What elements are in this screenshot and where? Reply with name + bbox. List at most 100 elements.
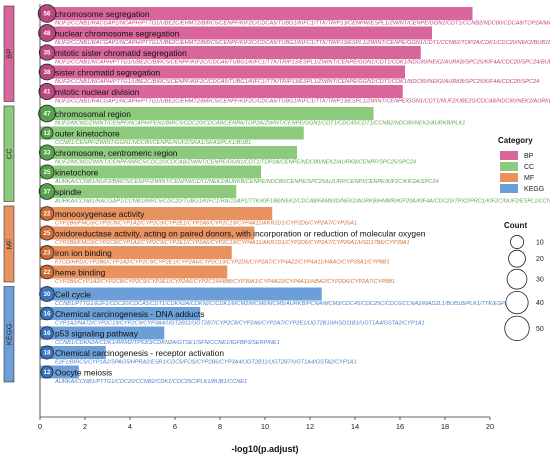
x-tick-label: 4 (128, 422, 132, 431)
count-label: 18 (44, 350, 51, 357)
x-tick-label: 8 (218, 422, 222, 431)
term-label: Cell cycle (55, 290, 91, 300)
bar (40, 207, 273, 220)
gene-list: CYP2B6/CYP1A2/CYP2C8/CYP2C9/CYP2E1/CYP2A… (55, 279, 395, 285)
bar (40, 146, 297, 159)
count-circle (38, 144, 56, 161)
count-label: 25 (44, 169, 51, 176)
gene-list: CYP2B6/FMO3/CYP2C8/CYP1A2/CYP2C9/CYP2E1/… (55, 240, 410, 246)
legend-swatch (500, 162, 518, 171)
legend-count-label: 30 (536, 277, 544, 284)
bar (40, 326, 165, 340)
gene-list: NUF2/CCNB1/RACGAP1/NCAPH/PTTG1/UBE2C/EHM… (55, 21, 550, 27)
bar (40, 287, 322, 301)
count-label: 41 (44, 89, 51, 96)
count-label: 12 (44, 369, 51, 376)
term-label: mitotic nuclear division (55, 87, 140, 97)
bar (40, 46, 421, 59)
legend-swatch (500, 173, 518, 182)
facet-strip (3, 5, 15, 102)
legend-count-label: 10 (536, 240, 544, 247)
count-circle (38, 24, 56, 42)
count-circle (40, 126, 54, 140)
x-tick-label: 14 (351, 422, 359, 431)
count-label: 16 (44, 330, 51, 337)
bar (40, 65, 405, 79)
facet-label: MF (5, 238, 14, 249)
term-label: spindle (55, 187, 82, 197)
count-circle (38, 83, 56, 100)
facet-strip (3, 105, 15, 202)
gene-list: CCNB1/CENPF/ZWINT/GGN1/NDC80/CENPE/NUF2/… (55, 140, 251, 146)
gene-list: CCNB1/CDKN2A/CDK1/RRM2/TP53I3/CDKN2A/GTS… (55, 340, 280, 346)
count-label: 37 (44, 189, 51, 196)
term-label: Oocyte meiosis (55, 368, 112, 378)
facet-label: KEGG (5, 323, 14, 345)
legend-category-label: MF (524, 175, 534, 182)
gene-list: NUF2/MCM2/ZWINT/CENPF/BIRC5/CDC20/CDCA8/… (55, 160, 416, 166)
term-label: heme binding (55, 268, 106, 278)
facet-strip (3, 205, 15, 283)
term-label: kinetochore (55, 168, 99, 178)
term-label: p53 signaling pathway (55, 329, 139, 339)
gene-list: AURKA/CCNB1/NUF2/BIRC5/CENPF/ZWINT/CENPW… (54, 179, 439, 185)
count-label: 35 (44, 50, 51, 57)
gene-list: NUF2/CCNB1/NCAPH/PTTG1/UBE2C/BIRC5/CENPF… (55, 79, 539, 85)
bar (40, 265, 228, 279)
legend-count-circle (506, 268, 528, 290)
bar (40, 165, 261, 179)
x-tick-label: 2 (83, 422, 87, 431)
count-circle (39, 286, 55, 302)
gene-list: NUF2/CCNB1/NCAPH/PTTG1/UBE2C/BIRC5/CENPF… (55, 60, 550, 66)
count-circle (38, 183, 56, 200)
count-circle (40, 326, 54, 340)
legend-count-label: 50 (536, 326, 544, 333)
term-label: chromosome segregation (55, 9, 150, 19)
legend-category-label: BP (524, 153, 534, 160)
count-circle (40, 345, 54, 360)
bar (40, 7, 473, 20)
term-label: sister chromatid segregation (55, 68, 161, 78)
count-circle (37, 4, 57, 23)
term-label: chromosome, centromeric region (55, 148, 178, 158)
bar (40, 185, 237, 198)
gene-list: CYP1A2/NAT2/CYP2C19/CYP2C9/CYP3A4/UGT2B1… (55, 321, 425, 327)
x-tick-label: 0 (38, 422, 42, 431)
term-label: Chemical carcinogenesis - DNA adducts (55, 309, 204, 319)
count-label: 23 (44, 250, 51, 257)
gene-list: E2F1/BIRC5/CYP1A2/SPAG5/HPRA2/ESR1/CDC6/… (55, 360, 357, 366)
count-label: 38 (44, 69, 51, 76)
x-axis-label: -log10(p.adjust) (232, 444, 299, 454)
gene-list: AURKA/CCNB1/RACGAP1/CCNB1/BIRC5/CDC20/TU… (54, 199, 550, 205)
x-tick-label: 18 (441, 422, 449, 431)
gene-list: FTCD/HPD/CYP2B6/CYP1A2/CYP2C9/CYP2E1/CYP… (55, 260, 390, 266)
bar (40, 226, 255, 240)
legend-count-circle (510, 235, 524, 249)
legend-count-circle (504, 315, 530, 342)
legend-category-label: KEGG (524, 186, 544, 193)
count-label: 12 (44, 130, 51, 137)
gene-list: CCNB1/PTTG1/E2F1/CDC20/CDCA5/CDT1/CDKN2A… (55, 301, 511, 307)
legend-category-title: Category (498, 136, 533, 145)
count-label: 16 (44, 311, 51, 318)
term-label: outer kinetochore (55, 129, 120, 139)
legend-swatch (500, 184, 518, 193)
term-label: nuclear chromosome segregation (55, 29, 180, 39)
count-circle (38, 44, 56, 61)
count-circle (40, 365, 54, 379)
count-label: 47 (44, 111, 51, 118)
legend-count-circle (508, 249, 526, 268)
x-tick-label: 10 (261, 422, 269, 431)
count-circle (38, 63, 56, 81)
count-label: 56 (44, 11, 51, 18)
bar (40, 346, 106, 359)
bar (40, 246, 232, 259)
count-label: 25 (44, 230, 51, 237)
count-circle (40, 306, 54, 321)
bar (40, 85, 403, 98)
count-label: 33 (44, 150, 51, 157)
legend-count-title: Count (504, 221, 527, 230)
gene-list: NUF2/CCNB1/RACGAP1/NCAPH/PTTG1/UBE2C/EHM… (55, 99, 550, 105)
x-tick-label: 20 (486, 422, 494, 431)
term-label: chromosomal region (55, 109, 131, 119)
